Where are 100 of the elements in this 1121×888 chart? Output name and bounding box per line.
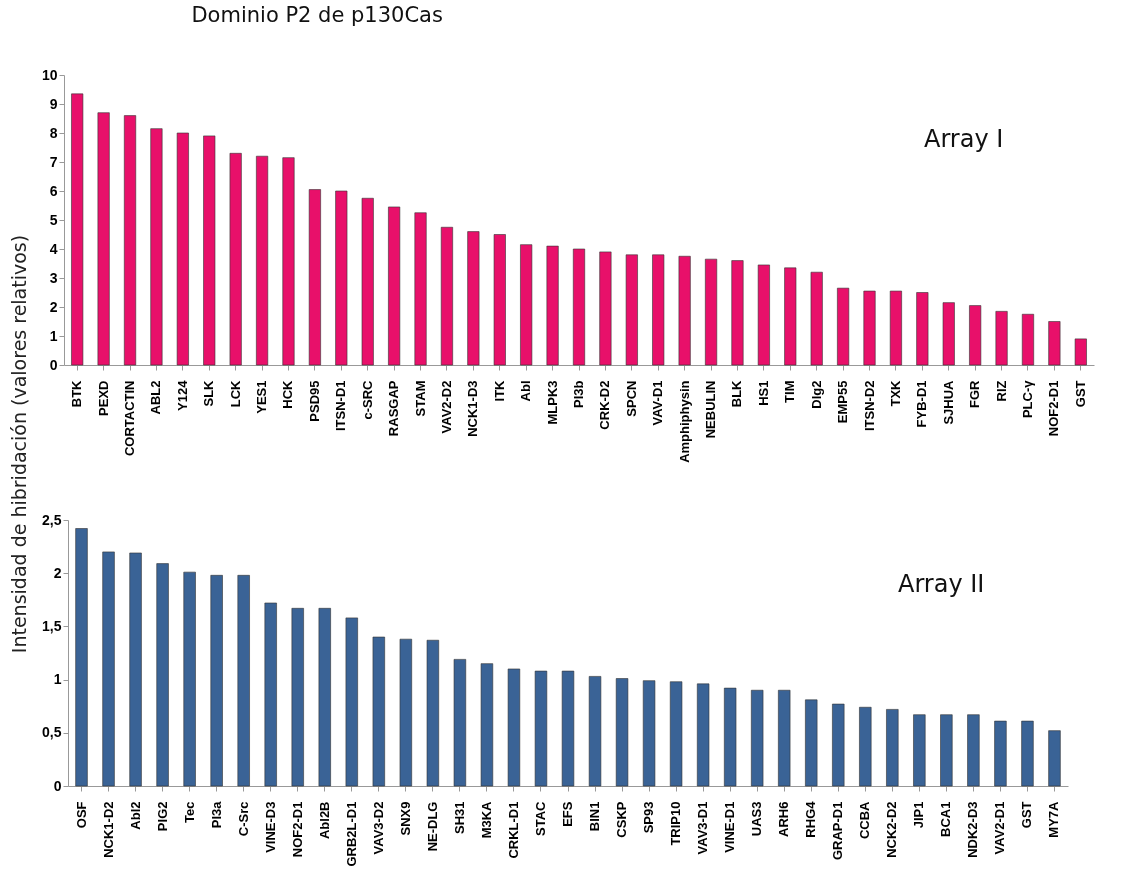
- bar: [203, 135, 216, 366]
- x-tick-label: BIN1: [587, 801, 603, 832]
- x-tick-label: UAS3: [749, 801, 765, 837]
- x-tick-label: CRK-D2: [597, 380, 613, 430]
- bar: [102, 551, 115, 787]
- bar: [372, 636, 385, 787]
- x-tick-label: NCK1-D2: [100, 801, 116, 858]
- bar: [751, 689, 764, 787]
- y-tick-label: 4: [49, 240, 58, 257]
- bar: [414, 212, 427, 366]
- bar: [507, 668, 521, 787]
- bar: [778, 689, 791, 787]
- bar: [534, 670, 548, 787]
- y-tick-label: 5: [49, 211, 58, 228]
- bar: [237, 575, 250, 787]
- bar: [493, 234, 506, 366]
- y-tick-label: 2: [49, 298, 58, 315]
- bar: [642, 680, 656, 787]
- x-tick-label: FGR: [967, 379, 983, 408]
- x-tick-label: C-Src: [235, 801, 251, 837]
- bar: [757, 264, 770, 366]
- bar: [399, 638, 412, 787]
- bar: [652, 254, 665, 366]
- x-tick-label: Abl: [518, 380, 534, 402]
- bar: [696, 683, 710, 787]
- x-tick-label: HS1: [755, 380, 771, 406]
- bar: [291, 608, 304, 787]
- bar: [588, 676, 602, 787]
- y-tick-label: 6: [49, 182, 58, 199]
- x-tick-label: SLK: [201, 379, 217, 407]
- x-tick-label: CSKP: [614, 801, 630, 838]
- bar: [183, 571, 196, 787]
- x-tick-label: LCK: [227, 379, 243, 408]
- x-tick-label: PEXD: [95, 380, 111, 416]
- x-tick-label: CRKL-D1: [505, 801, 521, 859]
- bar: [210, 575, 223, 787]
- x-tick-label: NCK1-D3: [465, 380, 481, 437]
- x-tick-label: JIP1: [911, 801, 927, 829]
- bar: [1048, 321, 1061, 366]
- bar: [480, 663, 494, 787]
- x-tick-label: c-SRC: [359, 379, 375, 420]
- bar: [453, 659, 467, 787]
- x-tick-label: OSF: [73, 801, 89, 829]
- x-tick-label: BLK: [729, 379, 745, 408]
- y-tick-label: 3: [49, 269, 58, 286]
- x-tick-label: VINE-D1: [722, 801, 738, 853]
- x-tick-label: VAV3-D1: [695, 801, 711, 855]
- x-tick-label: NEBULIN: [703, 380, 719, 439]
- bar: [969, 305, 982, 366]
- bar: [1021, 313, 1035, 366]
- bar: [837, 287, 850, 366]
- bar: [967, 714, 980, 787]
- bar: [229, 153, 242, 366]
- x-tick-label: RASGAP: [386, 380, 402, 437]
- y-tick-label: 0: [53, 777, 62, 794]
- x-tick-label: GST: [1072, 380, 1088, 408]
- y-tick-label: 1: [49, 327, 58, 344]
- bar: [916, 292, 929, 366]
- x-tick-label: PI3b: [571, 380, 586, 408]
- x-tick-label: ITSN-D1: [333, 380, 349, 432]
- x-tick-label: Tec: [181, 801, 197, 823]
- bar: [97, 112, 110, 366]
- x-tick-label: MLPK3: [544, 380, 560, 425]
- y-tick-label: 0,5: [42, 724, 62, 741]
- x-tick-label: SPCN: [623, 380, 639, 417]
- bar: [572, 248, 586, 366]
- annotation: Array II: [898, 570, 985, 598]
- x-tick-label: TIM: [782, 380, 798, 403]
- x-tick-label: PLC-γ: [1019, 379, 1035, 419]
- x-tick-label: Abl2B: [316, 801, 332, 840]
- bar: [994, 720, 1007, 787]
- bar: [282, 157, 295, 366]
- bar: [724, 687, 737, 787]
- y-tick-label: 1,5: [42, 617, 62, 634]
- bar: [731, 260, 744, 366]
- y-tick-label: 2: [53, 564, 62, 581]
- x-tick-label: CCBA: [857, 800, 873, 840]
- x-tick-label: BTK: [69, 379, 85, 408]
- x-tick-label: ITK: [491, 379, 507, 402]
- x-tick-label: SJHUA: [940, 379, 956, 425]
- bar: [123, 115, 137, 366]
- bar: [940, 714, 953, 787]
- bar: [520, 244, 533, 366]
- y-tick-label: 9: [49, 95, 58, 112]
- bar: [913, 714, 926, 787]
- x-tick-label: STAC: [532, 800, 548, 836]
- bar: [889, 290, 902, 366]
- bar: [71, 93, 84, 366]
- x-tick-label: Amphiphysin: [676, 380, 692, 463]
- bar: [810, 271, 823, 366]
- x-tick-label: MY7A: [1046, 800, 1062, 838]
- bar: [1048, 730, 1061, 787]
- bar: [1074, 338, 1087, 366]
- bar: [308, 189, 321, 366]
- x-tick-label: TRIP10: [668, 801, 684, 846]
- x-tick-label: VINE-D3: [262, 801, 278, 853]
- bar: [318, 608, 331, 787]
- x-tick-label: CORTACTIN: [122, 380, 138, 457]
- annotation: Array I: [924, 125, 1004, 153]
- x-tick-label: GST: [1019, 801, 1035, 829]
